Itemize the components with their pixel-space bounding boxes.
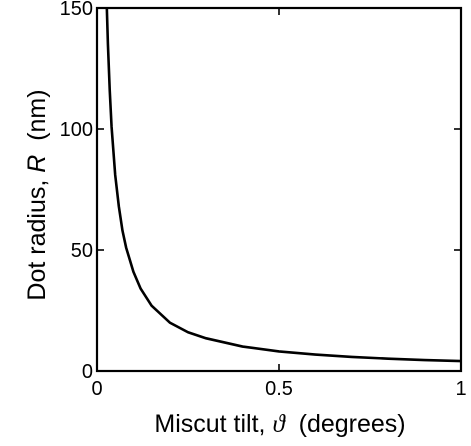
x-tick-label: 1: [455, 378, 466, 400]
x-axis-label-symbol: ϑ: [272, 411, 286, 438]
x-axis-label-text: Miscut tilt,: [154, 410, 272, 438]
y-axis-label-symbol: R: [23, 155, 51, 173]
y-axis-label-unit: (nm): [23, 89, 51, 154]
x-axis-label: Miscut tilt, ϑ (degrees): [154, 410, 405, 438]
y-tick-label: 150: [60, 0, 93, 20]
series-line-1: [105, 8, 461, 363]
x-tick-label: 0.5: [265, 378, 293, 400]
y-tick-label: 0: [82, 361, 93, 383]
y-tick-label: 100: [60, 119, 93, 141]
y-axis-label-text: Dot radius,: [23, 173, 51, 301]
plot-frame: [95, 6, 463, 373]
x-tick-label: 0: [91, 378, 102, 400]
y-tick-label: 50: [71, 240, 93, 262]
x-axis-label-unit: (degrees): [285, 410, 406, 438]
y-axis-label: Dot radius, R (nm): [23, 89, 51, 300]
